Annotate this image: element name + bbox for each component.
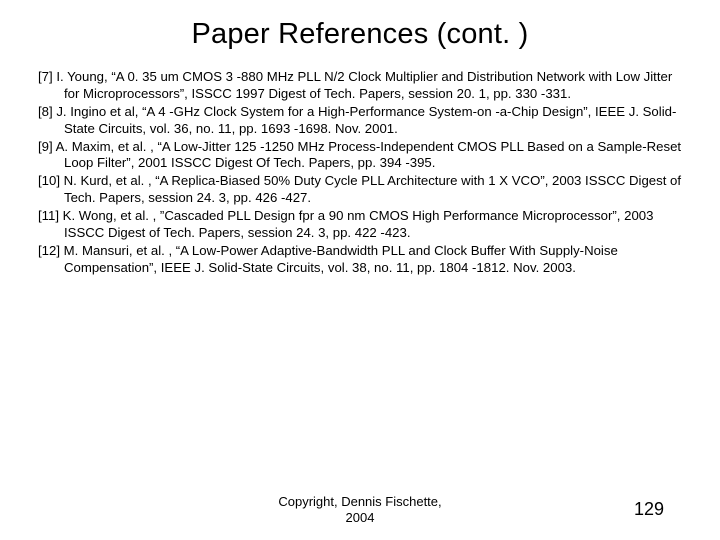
copyright-line1: Copyright, Dennis Fischette, (278, 494, 441, 509)
reference-item: [7] I. Young, “A 0. 35 um CMOS 3 -880 MH… (38, 69, 682, 103)
copyright-line2: 2004 (346, 510, 375, 525)
slide-title: Paper References (cont. ) (0, 0, 720, 69)
copyright-text: Copyright, Dennis Fischette, 2004 (0, 494, 720, 527)
references-list: [7] I. Young, “A 0. 35 um CMOS 3 -880 MH… (0, 69, 720, 277)
page-number: 129 (634, 499, 664, 520)
reference-item: [9] A. Maxim, et al. , “A Low-Jitter 125… (38, 139, 682, 173)
reference-item: [8] J. Ingino et al, “A 4 -GHz Clock Sys… (38, 104, 682, 138)
slide: Paper References (cont. ) [7] I. Young, … (0, 0, 720, 540)
reference-item: [10] N. Kurd, et al. , “A Replica-Biased… (38, 173, 682, 207)
reference-item: [12] M. Mansuri, et al. , “A Low-Power A… (38, 243, 682, 277)
reference-item: [11] K. Wong, et al. , ”Cascaded PLL Des… (38, 208, 682, 242)
